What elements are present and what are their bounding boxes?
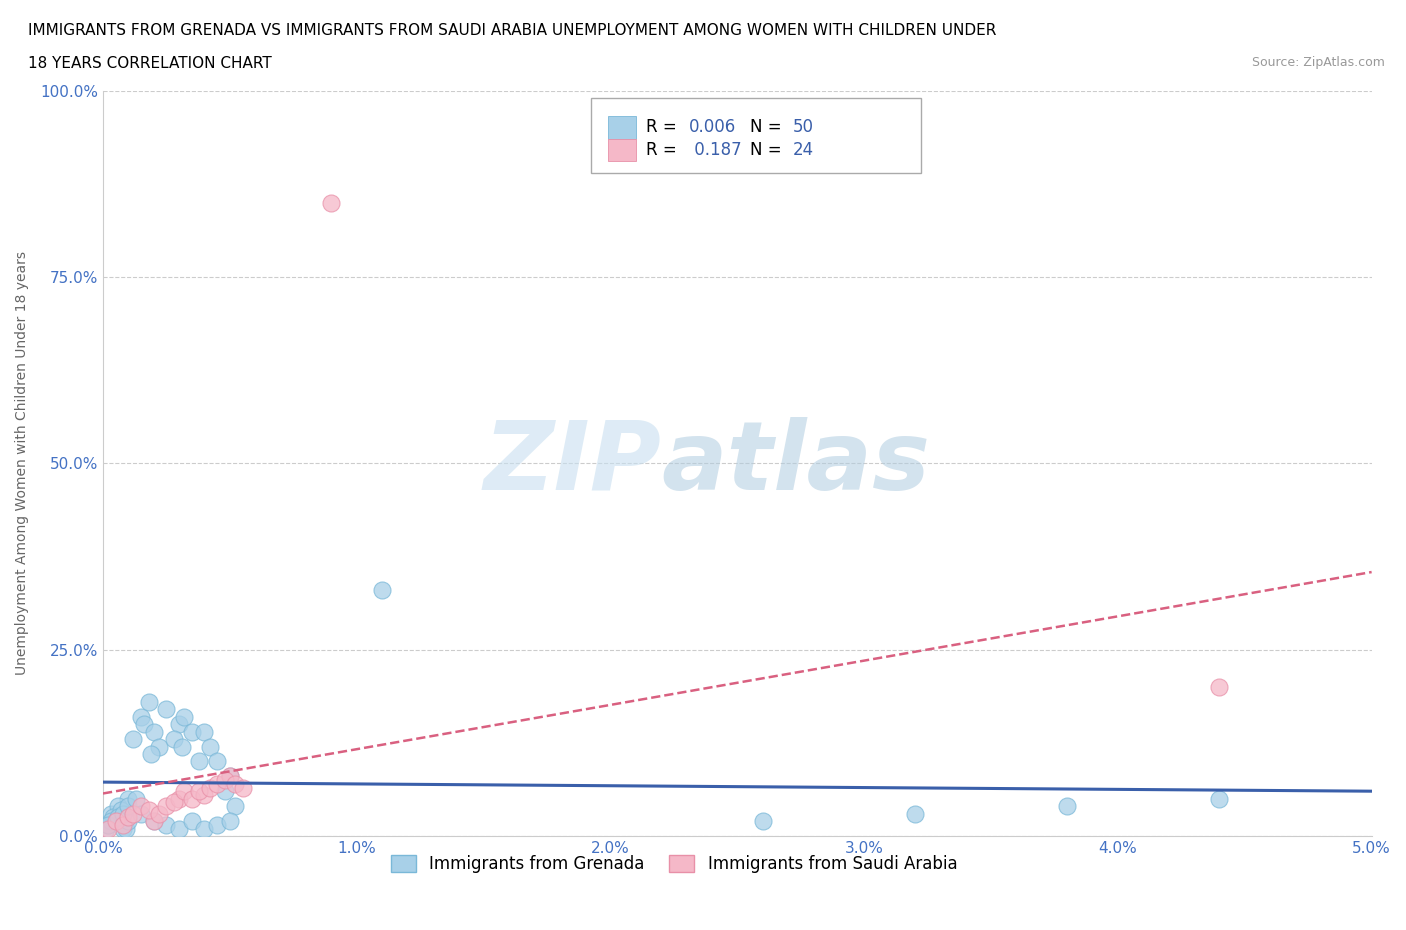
- Point: [193, 724, 215, 739]
- Point: [155, 799, 177, 814]
- Point: [218, 814, 240, 829]
- Text: 50: 50: [793, 118, 814, 137]
- Point: [1056, 799, 1078, 814]
- Point: [112, 821, 135, 836]
- Point: [142, 724, 165, 739]
- Point: [163, 795, 186, 810]
- Point: [1208, 680, 1230, 695]
- Text: ZIP: ZIP: [484, 417, 661, 510]
- Point: [97, 817, 120, 832]
- Bar: [607, 140, 636, 162]
- Point: [218, 769, 240, 784]
- Point: [904, 806, 927, 821]
- Point: [231, 780, 253, 795]
- Text: R =: R =: [645, 118, 682, 137]
- Point: [101, 810, 124, 825]
- Point: [100, 806, 122, 821]
- Point: [224, 777, 246, 791]
- Point: [129, 710, 152, 724]
- Point: [117, 810, 139, 825]
- Point: [173, 784, 195, 799]
- Point: [100, 814, 122, 829]
- Point: [155, 817, 177, 832]
- Point: [138, 695, 160, 710]
- Point: [205, 777, 228, 791]
- Point: [193, 788, 215, 803]
- Point: [180, 791, 202, 806]
- Text: atlas: atlas: [661, 417, 931, 510]
- Point: [142, 814, 165, 829]
- Point: [112, 806, 135, 821]
- Text: 0.006: 0.006: [689, 118, 737, 137]
- Text: IMMIGRANTS FROM GRENADA VS IMMIGRANTS FROM SAUDI ARABIA UNEMPLOYMENT AMONG WOMEN: IMMIGRANTS FROM GRENADA VS IMMIGRANTS FR…: [28, 23, 997, 38]
- Point: [148, 739, 170, 754]
- Point: [114, 821, 136, 836]
- Point: [163, 732, 186, 747]
- Point: [224, 799, 246, 814]
- Point: [97, 821, 120, 836]
- Point: [180, 724, 202, 739]
- Point: [117, 791, 139, 806]
- Point: [173, 710, 195, 724]
- Point: [1208, 791, 1230, 806]
- Point: [104, 814, 127, 829]
- Point: [218, 769, 240, 784]
- Text: N =: N =: [749, 118, 787, 137]
- Point: [170, 739, 193, 754]
- Bar: [607, 116, 636, 139]
- Point: [125, 791, 148, 806]
- Legend: Immigrants from Grenada, Immigrants from Saudi Arabia: Immigrants from Grenada, Immigrants from…: [384, 848, 965, 880]
- Point: [214, 773, 236, 788]
- Point: [148, 806, 170, 821]
- FancyBboxPatch shape: [592, 99, 921, 173]
- Point: [104, 814, 127, 829]
- Point: [122, 806, 145, 821]
- Text: 18 YEARS CORRELATION CHART: 18 YEARS CORRELATION CHART: [28, 56, 271, 71]
- Point: [107, 799, 129, 814]
- Point: [142, 814, 165, 829]
- Point: [167, 791, 190, 806]
- Text: R =: R =: [645, 141, 682, 159]
- Point: [205, 817, 228, 832]
- Point: [155, 702, 177, 717]
- Point: [110, 803, 132, 817]
- Point: [122, 732, 145, 747]
- Point: [117, 814, 139, 829]
- Text: Source: ZipAtlas.com: Source: ZipAtlas.com: [1251, 56, 1385, 69]
- Point: [129, 799, 152, 814]
- Point: [371, 582, 394, 597]
- Text: N =: N =: [749, 141, 787, 159]
- Point: [205, 754, 228, 769]
- Point: [198, 739, 221, 754]
- Point: [132, 717, 155, 732]
- Point: [117, 799, 139, 814]
- Point: [321, 195, 343, 210]
- Point: [167, 717, 190, 732]
- Point: [141, 747, 163, 762]
- Point: [214, 784, 236, 799]
- Point: [751, 814, 773, 829]
- Point: [94, 821, 117, 836]
- Point: [193, 821, 215, 836]
- Point: [167, 821, 190, 836]
- Point: [97, 817, 120, 832]
- Y-axis label: Unemployment Among Women with Children Under 18 years: Unemployment Among Women with Children U…: [15, 251, 30, 675]
- Point: [188, 784, 211, 799]
- Point: [129, 806, 152, 821]
- Point: [188, 754, 211, 769]
- Point: [107, 810, 129, 825]
- Text: 0.187: 0.187: [689, 141, 742, 159]
- Point: [112, 817, 135, 832]
- Point: [180, 814, 202, 829]
- Point: [138, 803, 160, 817]
- Point: [198, 780, 221, 795]
- Text: 24: 24: [793, 141, 814, 159]
